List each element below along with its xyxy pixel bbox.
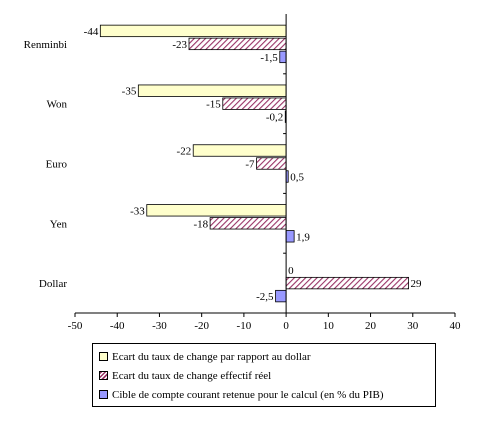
legend-item-exchange-gap-dollar: Ecart du taux de change par rapport au d… (99, 350, 311, 364)
category-label-yen: Yen (50, 218, 68, 230)
bar-chart: Renminbi -44 -23 -1,5 Won -35 -15 -0,2 Euro -22 -7… (24, 14, 461, 332)
data-label-gap-dollar-won: -35 (122, 86, 137, 98)
category-label-won: Won (46, 99, 67, 111)
bar-gap-real-effective-renminbi (188, 37, 287, 51)
data-label-ca-target-yen: 1,9 (296, 231, 310, 243)
legend: Ecart du taux de change par rapport au d… (92, 343, 436, 407)
x-tick-label: -50 (68, 320, 83, 332)
data-label-gap-real-effective-yen: -18 (193, 218, 208, 230)
axes (74, 14, 456, 317)
x-tick-label: 20 (365, 320, 377, 332)
bar-gap-real-effective-euro (256, 157, 287, 170)
legend-swatch-hatched (99, 370, 108, 380)
legend-label: Ecart du taux de change par rapport au d… (112, 351, 311, 363)
bar-gap-dollar-won (137, 84, 287, 97)
x-tick-label: 30 (407, 320, 419, 332)
x-tick-label: 0 (283, 320, 289, 332)
x-tick-label: -30 (152, 320, 167, 332)
x-tick-label: -40 (110, 320, 125, 332)
legend-label: Cible de compte courant retenue pour le … (112, 389, 384, 401)
bar-ca-target-yen (285, 230, 295, 243)
category-label-dollar: Dollar (39, 278, 67, 290)
data-label-gap-dollar-renminbi: -44 (84, 26, 99, 38)
x-tick-label: -10 (237, 320, 252, 332)
data-label-gap-real-effective-dollar: 29 (411, 278, 423, 290)
category-label-euro: Euro (46, 159, 68, 171)
bar-gap-dollar-euro (192, 144, 287, 157)
data-label-gap-real-effective-renminbi: -23 (172, 39, 187, 51)
data-label-ca-target-renminbi: -1,5 (260, 52, 278, 64)
legend-label: Ecart du taux de change effectif réel (112, 370, 272, 382)
data-labels: Renminbi -44 -23 -1,5 Won -35 -15 -0,2 Euro -22 -7… (24, 26, 461, 332)
legend-swatch-blue (99, 389, 108, 399)
data-label-ca-target-won: -0,2 (266, 112, 283, 124)
bar-ca-target-dollar (275, 289, 287, 303)
legend-item-current-account-target: Cible de compte courant retenue pour le … (99, 388, 384, 402)
x-tick-label: -20 (194, 320, 209, 332)
bar-gap-dollar-renminbi (99, 24, 287, 38)
data-label-ca-target-euro: 0,5 (290, 172, 304, 184)
category-label-renminbi: Renminbi (24, 39, 67, 51)
x-tick-label: 40 (450, 320, 462, 332)
legend-swatch-yellow (99, 351, 108, 361)
bar-gap-dollar-yen (146, 204, 287, 217)
data-label-gap-real-effective-won: -15 (206, 99, 221, 111)
bar-gap-real-effective-yen (209, 217, 287, 230)
data-label-ca-target-dollar: -2,5 (256, 291, 274, 303)
legend-item-real-effective-rate-gap: Ecart du taux de change effectif réel (99, 369, 271, 383)
bar-ca-target-renminbi (279, 50, 287, 64)
bar-gap-real-effective-dollar (285, 276, 409, 290)
data-label-gap-dollar-dollar: 0 (288, 265, 294, 277)
x-tick-label: 10 (323, 320, 335, 332)
data-label-gap-real-effective-euro: -7 (245, 159, 255, 171)
data-label-gap-dollar-euro: -22 (177, 146, 192, 158)
data-label-gap-dollar-yen: -33 (130, 205, 145, 217)
bar-gap-real-effective-won (222, 97, 287, 110)
